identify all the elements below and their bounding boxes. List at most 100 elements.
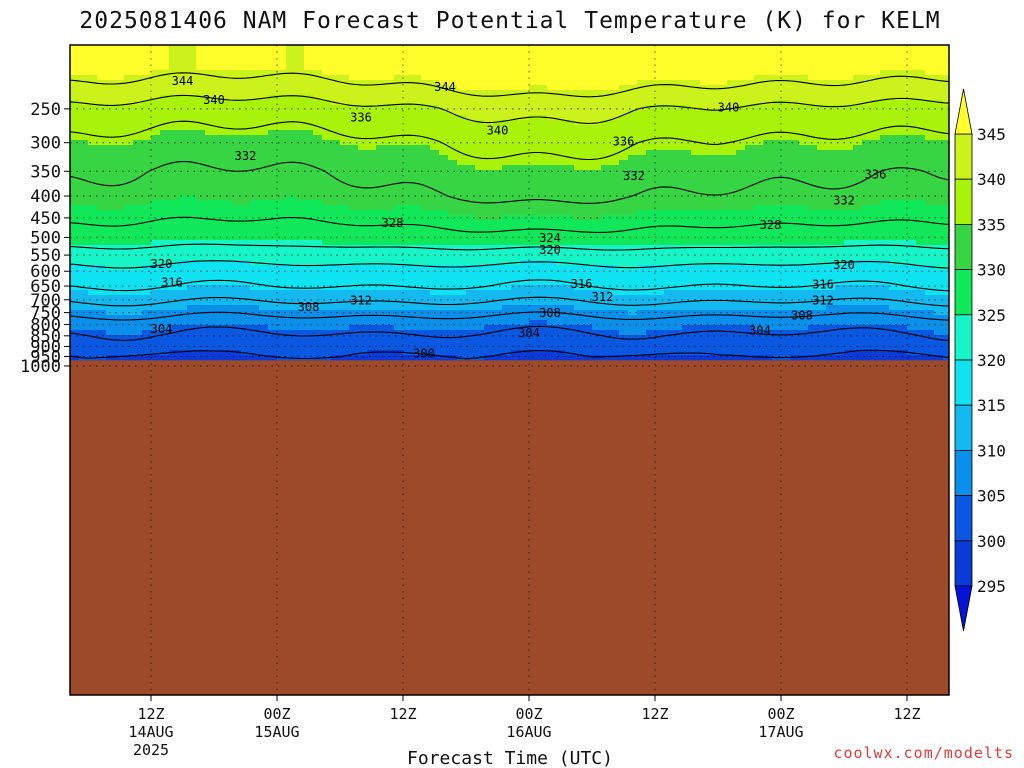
heatmap-cell: [268, 100, 278, 106]
heatmap-cell: [223, 200, 233, 206]
heatmap-cell: [322, 325, 332, 331]
heatmap-cell: [142, 320, 152, 326]
heatmap-cell: [133, 350, 143, 356]
heatmap-cell: [322, 90, 332, 96]
heatmap-cell: [187, 235, 197, 241]
heatmap-cell: [196, 315, 206, 321]
heatmap-cell: [412, 225, 422, 231]
heatmap-cell: [160, 340, 170, 346]
heatmap-cell: [286, 220, 296, 226]
heatmap-cell: [241, 85, 251, 91]
heatmap-cell: [286, 50, 296, 56]
heatmap-cell: [340, 165, 350, 171]
heatmap-cell: [313, 320, 323, 326]
heatmap-cell: [106, 300, 116, 306]
heatmap-cell: [268, 240, 278, 246]
heatmap-cell: [349, 270, 359, 276]
heatmap-cell: [313, 155, 323, 161]
heatmap-cell: [151, 270, 161, 276]
heatmap-cell: [133, 45, 143, 51]
heatmap-cell: [250, 335, 260, 341]
heatmap-cell: [313, 105, 323, 111]
heatmap-cell: [79, 205, 89, 211]
heatmap-cell: [403, 65, 413, 71]
heatmap-cell: [331, 315, 341, 321]
heatmap-cell: [70, 105, 80, 111]
heatmap-cell: [331, 80, 341, 86]
heatmap-cell: [304, 305, 314, 311]
heatmap-cell: [214, 305, 224, 311]
heatmap-cell: [142, 265, 152, 271]
heatmap-cell: [214, 135, 224, 141]
heatmap-cell: [151, 340, 161, 346]
heatmap-cell: [349, 80, 359, 86]
heatmap-cell: [151, 55, 161, 61]
heatmap-cell: [169, 85, 179, 91]
heatmap-cell: [97, 250, 107, 256]
heatmap-cell: [88, 160, 98, 166]
heatmap-cell: [394, 250, 404, 256]
heatmap-cell: [304, 185, 314, 191]
heatmap-cell: [88, 325, 98, 331]
heatmap-cell: [151, 125, 161, 131]
heatmap-cell: [349, 315, 359, 321]
heatmap-cell: [88, 100, 98, 106]
heatmap-cell: [79, 190, 89, 196]
heatmap-cell: [205, 275, 215, 281]
heatmap-cell: [223, 60, 233, 66]
heatmap-cell: [106, 100, 116, 106]
heatmap-cell: [169, 345, 179, 351]
heatmap-cell: [412, 105, 422, 111]
heatmap-cell: [214, 270, 224, 276]
heatmap-cell: [358, 240, 368, 246]
heatmap-cell: [124, 70, 134, 76]
heatmap-cell: [232, 330, 242, 336]
heatmap-cell: [313, 50, 323, 56]
heatmap-cell: [241, 95, 251, 101]
heatmap-cell: [232, 275, 242, 281]
heatmap-cell: [88, 185, 98, 191]
heatmap-cell: [313, 350, 323, 356]
heatmap-cell: [169, 165, 179, 171]
heatmap-cell: [358, 190, 368, 196]
heatmap-cell: [124, 300, 134, 306]
heatmap-cell: [322, 55, 332, 61]
heatmap-cell: [394, 115, 404, 121]
heatmap-cell: [340, 150, 350, 156]
heatmap-cell: [367, 100, 377, 106]
heatmap-cell: [106, 115, 116, 121]
heatmap-cell: [187, 225, 197, 231]
heatmap-cell: [97, 155, 107, 161]
heatmap-cell: [358, 155, 368, 161]
heatmap-cell: [178, 175, 188, 181]
heatmap-cell: [331, 265, 341, 271]
heatmap-cell: [268, 65, 278, 71]
heatmap-cell: [79, 320, 89, 326]
heatmap-cell: [115, 205, 125, 211]
heatmap-cell: [151, 190, 161, 196]
heatmap-cell: [70, 290, 80, 296]
heatmap-cell: [394, 70, 404, 76]
heatmap-cell: [295, 270, 305, 276]
heatmap-cell: [160, 275, 170, 281]
heatmap-cell: [214, 350, 224, 356]
heatmap-cell: [340, 285, 350, 291]
heatmap-cell: [394, 225, 404, 231]
heatmap-cell: [169, 150, 179, 156]
heatmap-cell: [232, 205, 242, 211]
heatmap-cell: [187, 350, 197, 356]
heatmap-cell: [367, 250, 377, 256]
heatmap-cell: [349, 235, 359, 241]
heatmap-cell: [304, 100, 314, 106]
heatmap-cell: [205, 320, 215, 326]
heatmap-cell: [79, 115, 89, 121]
heatmap-cell: [304, 215, 314, 221]
heatmap-cell: [169, 235, 179, 241]
heatmap-cell: [277, 325, 287, 331]
heatmap-cell: [304, 150, 314, 156]
heatmap-cell: [79, 265, 89, 271]
heatmap-cell: [250, 190, 260, 196]
heatmap-cell: [133, 270, 143, 276]
heatmap-cell: [385, 245, 395, 251]
heatmap-cell: [124, 60, 134, 66]
